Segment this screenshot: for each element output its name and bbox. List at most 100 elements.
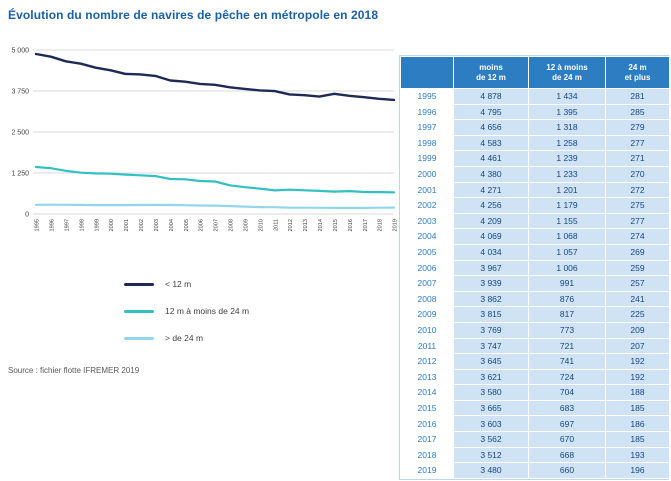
table-column-header: 12 à moins de 24 m xyxy=(529,57,605,88)
value-cell: 196 xyxy=(606,463,669,478)
table-column-header: 24 m et plus xyxy=(606,57,669,88)
table-column-header-line: de 24 m xyxy=(552,72,582,82)
value-cell: 3 480 xyxy=(454,463,528,478)
table-column-header-line: de 12 m xyxy=(476,72,506,82)
table-corner-cell xyxy=(401,57,453,88)
value-cell: 4 069 xyxy=(454,229,528,244)
year-cell: 2019 xyxy=(401,463,453,478)
year-cell: 2003 xyxy=(401,213,453,229)
series-line-1 xyxy=(34,165,396,194)
value-cell: 3 967 xyxy=(454,260,528,276)
value-cell: 4 256 xyxy=(454,198,528,213)
table-row: 1995 4 878 1 434 281 xyxy=(401,89,669,104)
value-cell: 3 645 xyxy=(454,354,528,369)
value-cell: 3 603 xyxy=(454,416,528,432)
value-cell: 668 xyxy=(529,447,605,463)
legend-label-12to24: 12 m à moins de 24 m xyxy=(165,306,250,316)
legend-swatch-gt24-icon xyxy=(124,336,154,340)
table-row: 1998 4 583 1 258 277 xyxy=(401,135,669,151)
table-header-row: moins de 12 m 12 à moins de 24 m 24 m et plus xyxy=(401,57,669,88)
value-cell: 704 xyxy=(529,385,605,400)
year-cell: 2012 xyxy=(401,354,453,369)
year-cell: 2007 xyxy=(401,276,453,291)
x-axis-tick-label: 2007 xyxy=(214,219,220,231)
table-row: 2011 3 747 721 207 xyxy=(401,338,669,354)
value-cell: 773 xyxy=(529,322,605,338)
value-cell: 3 562 xyxy=(454,432,528,447)
legend-item-lt12: < 12 m xyxy=(124,279,249,289)
value-cell: 1 233 xyxy=(529,166,605,182)
value-cell: 271 xyxy=(606,151,669,166)
value-cell: 721 xyxy=(529,338,605,354)
table-row: 2019 3 480 660 196 xyxy=(401,463,669,478)
table-row: 1999 4 461 1 239 271 xyxy=(401,151,669,166)
year-cell: 2017 xyxy=(401,432,453,447)
table-row: 2013 3 621 724 192 xyxy=(401,369,669,385)
legend-swatch-12to24-icon xyxy=(124,309,154,313)
table-column-header-line: 12 à moins xyxy=(546,62,588,72)
table-row: 2000 4 380 1 233 270 xyxy=(401,166,669,182)
value-cell: 817 xyxy=(529,307,605,322)
year-cell: 2002 xyxy=(401,198,453,213)
value-cell: 1 155 xyxy=(529,213,605,229)
value-cell: 4 878 xyxy=(454,89,528,104)
value-cell: 1 318 xyxy=(529,120,605,135)
year-cell: 2009 xyxy=(401,307,453,322)
x-axis-tick-label: 2003 xyxy=(154,219,160,231)
value-cell: 3 665 xyxy=(454,400,528,416)
value-cell: 275 xyxy=(606,198,669,213)
chart-legend: < 12 m 12 m à moins de 24 m > de 24 m xyxy=(124,279,249,343)
value-cell: 4 656 xyxy=(454,120,528,135)
year-cell: 2018 xyxy=(401,447,453,463)
table-row: 1996 4 795 1 395 285 xyxy=(401,104,669,120)
value-cell: 4 461 xyxy=(454,151,528,166)
table-row: 2004 4 069 1 068 274 xyxy=(401,229,669,244)
y-axis-tick-label: 3 750 xyxy=(11,89,29,96)
value-cell: 3 747 xyxy=(454,338,528,354)
x-axis-tick-label: 1997 xyxy=(64,219,70,231)
value-cell: 3 939 xyxy=(454,276,528,291)
value-cell: 192 xyxy=(606,354,669,369)
value-cell: 1 395 xyxy=(529,104,605,120)
value-cell: 3 580 xyxy=(454,385,528,400)
table-row: 2007 3 939 991 257 xyxy=(401,276,669,291)
x-axis-tick-label: 2006 xyxy=(199,219,205,231)
value-cell: 876 xyxy=(529,291,605,307)
year-cell: 1995 xyxy=(401,89,453,104)
year-cell: 2006 xyxy=(401,260,453,276)
year-cell: 2011 xyxy=(401,338,453,354)
line-chart: 0 1 250 2 500 3 750 5 000 1995 1996 1997 1998 199… xyxy=(11,48,399,232)
legend-swatch-lt12-icon xyxy=(124,282,154,286)
value-cell: 188 xyxy=(606,385,669,400)
data-table: moins de 12 m 12 à moins de 24 m 24 m et plus… xyxy=(400,56,670,479)
x-axis-tick-label: 1996 xyxy=(50,219,56,231)
value-cell: 660 xyxy=(529,463,605,478)
x-axis-tick-label: 1999 xyxy=(94,219,100,231)
year-cell: 2000 xyxy=(401,166,453,182)
x-axis-tick-label: 2010 xyxy=(258,219,264,231)
x-axis-tick-label: 2011 xyxy=(273,219,279,231)
y-axis-tick-label: 5 000 xyxy=(11,48,29,55)
value-cell: 741 xyxy=(529,354,605,369)
table-column-header-line: 24 m xyxy=(628,62,647,72)
value-cell: 277 xyxy=(606,135,669,151)
value-cell: 207 xyxy=(606,338,669,354)
table-column-header: moins de 12 m xyxy=(454,57,528,88)
x-axis-tick-label: 2014 xyxy=(318,219,324,231)
table-column-header-line: moins xyxy=(479,62,503,72)
value-cell: 1 258 xyxy=(529,135,605,151)
value-cell: 3 815 xyxy=(454,307,528,322)
value-cell: 274 xyxy=(606,229,669,244)
table-row: 2015 3 665 683 185 xyxy=(401,400,669,416)
value-cell: 193 xyxy=(606,447,669,463)
value-cell: 185 xyxy=(606,400,669,416)
table-row: 2017 3 562 670 185 xyxy=(401,432,669,447)
x-axis-tick-label: 2019 xyxy=(393,219,399,231)
table-row: 2009 3 815 817 225 xyxy=(401,307,669,322)
year-cell: 2010 xyxy=(401,322,453,338)
value-cell: 4 271 xyxy=(454,182,528,198)
value-cell: 281 xyxy=(606,89,669,104)
value-cell: 186 xyxy=(606,416,669,432)
year-cell: 2015 xyxy=(401,400,453,416)
value-cell: 4 209 xyxy=(454,213,528,229)
